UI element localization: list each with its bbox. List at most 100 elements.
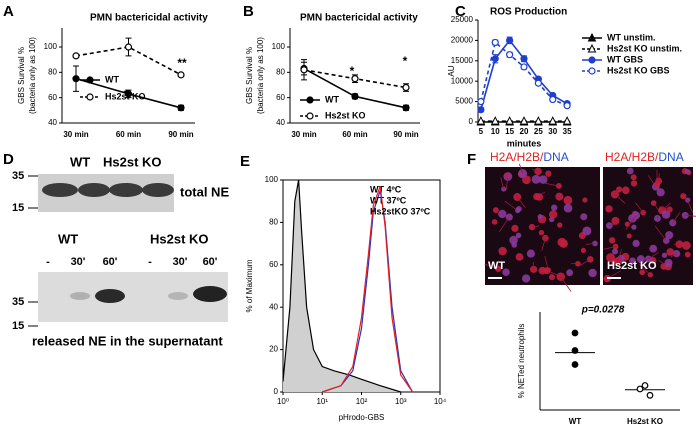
marker bbox=[588, 56, 596, 64]
marker bbox=[491, 38, 499, 47]
marker bbox=[402, 104, 410, 112]
lane-label: 60' bbox=[103, 256, 118, 268]
net-fiber bbox=[648, 252, 659, 260]
y-axis-title: GBS Survival % bbox=[17, 47, 26, 104]
cell bbox=[611, 216, 620, 225]
band bbox=[70, 292, 90, 300]
marker bbox=[534, 79, 542, 87]
cell bbox=[580, 213, 588, 221]
marker bbox=[563, 102, 571, 110]
stain-part: H2A/H2B/ bbox=[605, 150, 659, 164]
x-tick-label: Hs2st KO bbox=[627, 417, 663, 426]
cell bbox=[509, 235, 518, 245]
annotation: * bbox=[350, 64, 355, 78]
x-tick-label: 90 min bbox=[393, 130, 418, 139]
band bbox=[142, 183, 174, 197]
panel-label: B bbox=[243, 3, 254, 20]
stain-part: DNA bbox=[658, 150, 683, 164]
x-tick-label: 5 bbox=[479, 127, 484, 136]
net-fiber bbox=[560, 276, 572, 292]
band bbox=[109, 183, 143, 197]
y-tick-label: 0 bbox=[274, 387, 279, 396]
cell bbox=[630, 174, 637, 181]
panel-label: D bbox=[3, 151, 14, 168]
net-fiber bbox=[639, 263, 651, 276]
x-tick-label: 35 bbox=[563, 127, 572, 136]
marker bbox=[177, 71, 185, 79]
net-fiber bbox=[609, 223, 619, 227]
cell bbox=[535, 193, 544, 201]
lane-label: - bbox=[148, 256, 152, 268]
y-tick-label: 40 bbox=[48, 118, 57, 127]
cell bbox=[621, 186, 630, 195]
net-fiber bbox=[661, 202, 671, 211]
stain-part: H2A/H2B/ bbox=[490, 150, 544, 164]
annotation: ** bbox=[177, 56, 187, 70]
cell bbox=[551, 204, 558, 211]
marker bbox=[86, 93, 94, 101]
net-fiber bbox=[687, 199, 693, 213]
x-tick-label: 90 min bbox=[168, 130, 193, 139]
net-fiber bbox=[617, 249, 622, 261]
cell bbox=[538, 175, 548, 184]
marker bbox=[124, 43, 133, 51]
band bbox=[78, 183, 110, 197]
annotation: * bbox=[124, 87, 129, 101]
y-tick-label: 60 bbox=[48, 93, 57, 102]
cell bbox=[656, 188, 665, 197]
cell bbox=[639, 269, 646, 276]
x-tick-label: 30 min bbox=[63, 130, 88, 139]
cell bbox=[624, 221, 630, 227]
marker bbox=[306, 112, 314, 120]
x-tick-label: 10² bbox=[356, 397, 368, 406]
lane-label: 30' bbox=[173, 256, 188, 268]
cell bbox=[515, 232, 522, 239]
panel-label: A bbox=[3, 3, 14, 20]
marker bbox=[86, 76, 94, 84]
image-label: Hs2st KO bbox=[607, 260, 657, 272]
band bbox=[42, 183, 78, 197]
y-tick-label: 60 bbox=[269, 260, 278, 269]
cell bbox=[582, 197, 588, 203]
cell bbox=[504, 172, 510, 178]
cell bbox=[515, 253, 524, 261]
lane-label: 30' bbox=[71, 256, 86, 268]
y-axis-title: GBS Survival % bbox=[245, 47, 254, 104]
cell bbox=[526, 249, 535, 258]
cell bbox=[531, 174, 541, 184]
net-fiber bbox=[653, 202, 659, 210]
net-fiber bbox=[613, 261, 617, 267]
image-label: WT bbox=[488, 260, 505, 272]
net-fiber bbox=[484, 263, 499, 270]
x-tick-label: 30 bbox=[548, 127, 557, 136]
cells bbox=[484, 163, 696, 292]
stain-part: DNA bbox=[543, 150, 568, 164]
cell bbox=[559, 239, 568, 248]
cell bbox=[631, 224, 637, 230]
cell bbox=[665, 231, 674, 240]
marker bbox=[300, 66, 308, 74]
y-axis-title: (bacteria only as 100) bbox=[256, 37, 265, 114]
net-fiber bbox=[531, 225, 540, 228]
y-tick-label: 60 bbox=[276, 93, 285, 102]
cell bbox=[649, 244, 658, 253]
band bbox=[193, 286, 227, 302]
cell bbox=[502, 268, 510, 276]
group-label: Hs2st KO bbox=[103, 154, 162, 169]
marker bbox=[351, 92, 359, 101]
cell bbox=[548, 210, 558, 219]
net-fiber bbox=[545, 182, 559, 187]
cell bbox=[513, 193, 522, 202]
y-axis-title: AU bbox=[447, 65, 456, 76]
panel-label: C bbox=[455, 3, 466, 20]
marker bbox=[588, 67, 596, 75]
net-fiber bbox=[579, 258, 591, 267]
y-tick-label: 20000 bbox=[451, 36, 474, 45]
y-tick-label: 100 bbox=[272, 42, 286, 51]
cell bbox=[522, 175, 531, 185]
lane-label: - bbox=[46, 256, 50, 268]
cell bbox=[563, 203, 573, 213]
marker bbox=[476, 116, 486, 125]
marker bbox=[351, 75, 359, 83]
cell bbox=[505, 213, 513, 221]
